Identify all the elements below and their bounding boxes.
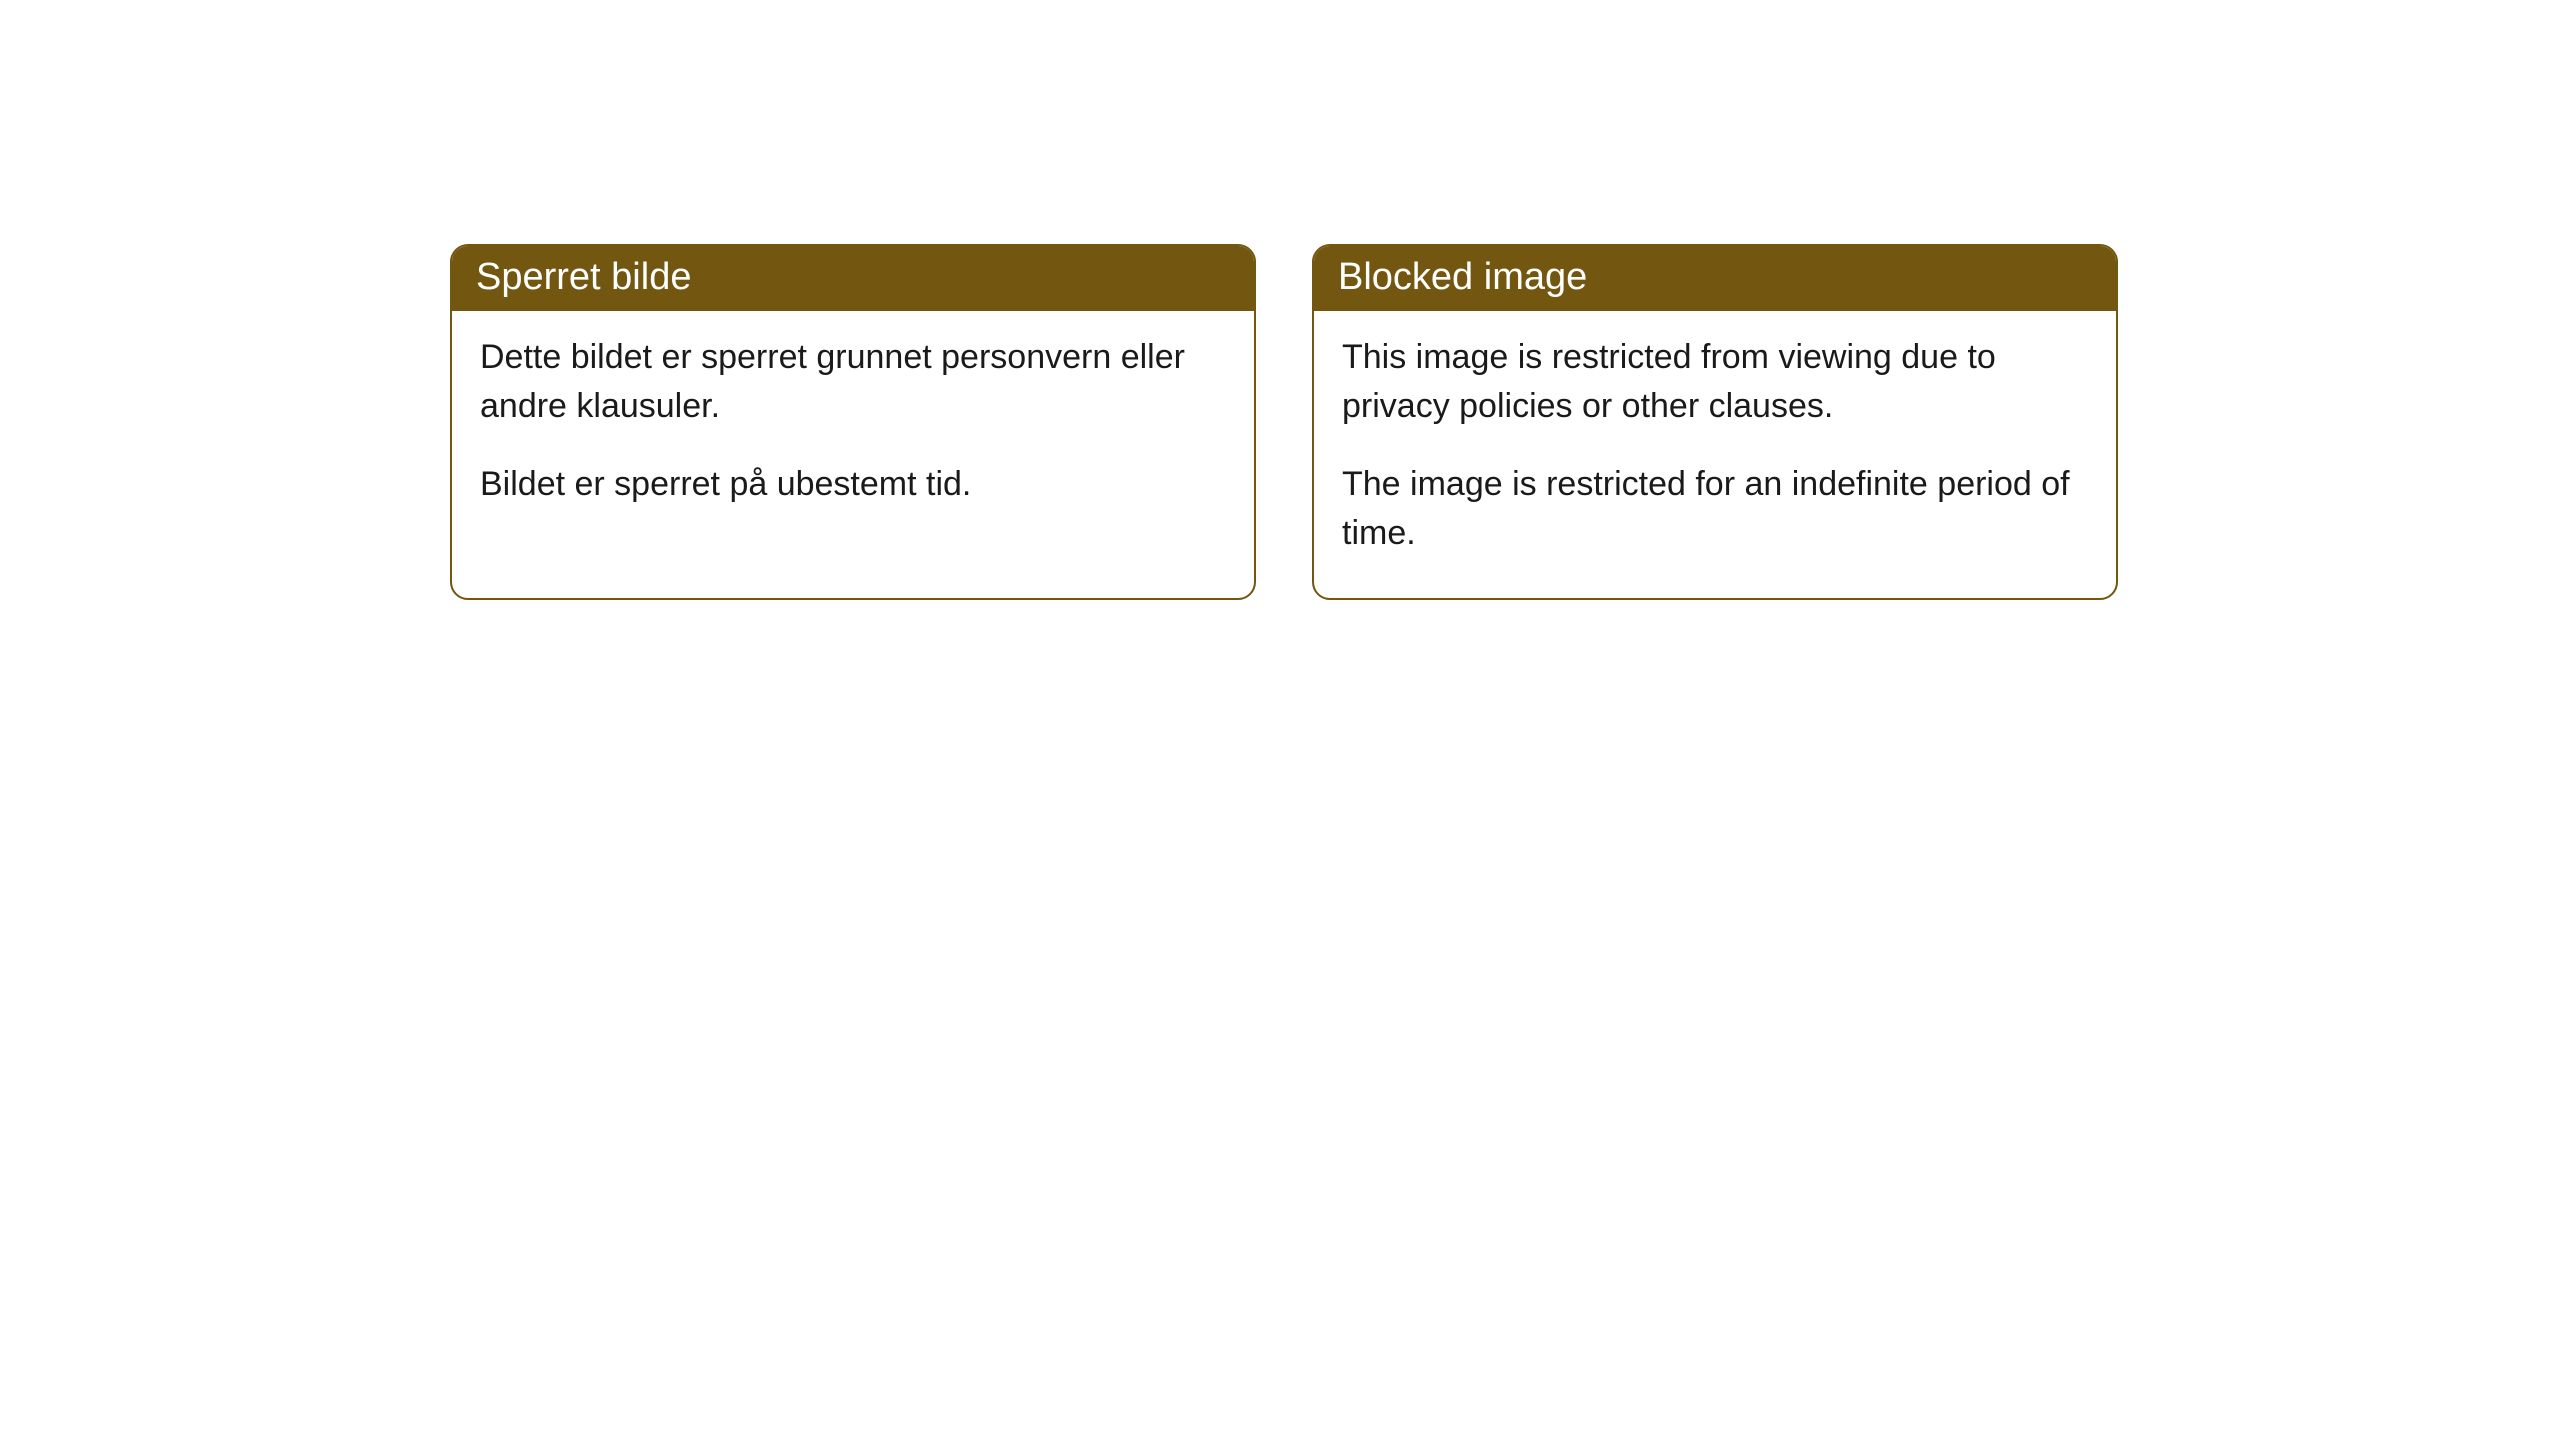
card-title: Sperret bilde (476, 256, 691, 298)
card-container: Sperret bilde Dette bildet er sperret gr… (0, 0, 2560, 600)
card-text-line2: Bildet er sperret på ubestemt tid. (480, 460, 1226, 509)
card-title: Blocked image (1338, 256, 1587, 298)
card-text-line1: Dette bildet er sperret grunnet personve… (480, 333, 1226, 432)
card-body: Dette bildet er sperret grunnet personve… (452, 311, 1254, 549)
card-header: Blocked image (1314, 246, 2116, 311)
blocked-image-card-no: Sperret bilde Dette bildet er sperret gr… (450, 244, 1256, 600)
card-text-line1: This image is restricted from viewing du… (1342, 333, 2088, 432)
card-text-line2: The image is restricted for an indefinit… (1342, 460, 2088, 559)
blocked-image-card-en: Blocked image This image is restricted f… (1312, 244, 2118, 600)
card-body: This image is restricted from viewing du… (1314, 311, 2116, 598)
card-header: Sperret bilde (452, 246, 1254, 311)
